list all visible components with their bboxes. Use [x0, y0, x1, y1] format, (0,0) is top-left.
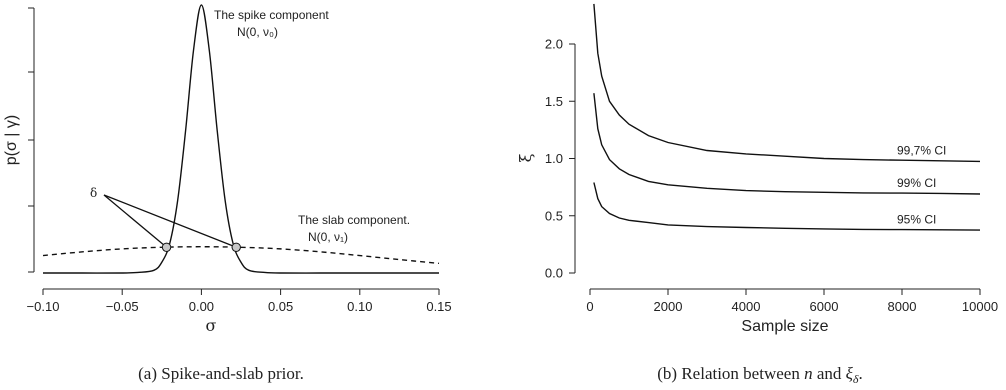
caption-xi-subscript: δ — [853, 372, 859, 386]
panel-a-x-tick-label-4: 0.10 — [347, 299, 372, 314]
delta-pointer-line-0 — [103, 194, 167, 248]
panel-a-spike-and-slab: −0.10 −0.05 0.00 0.05 0.10 0.15 The spike com… — [3, 4, 452, 383]
series-line-0 — [593, 3, 981, 163]
panel-b-x-tick-label-4: 8000 — [888, 299, 917, 314]
panel-b-x-tick-label-5: 10000 — [962, 299, 998, 314]
intersection-point-0 — [161, 242, 172, 252]
panel-b-caption: (b) Relation between n and ξδ. — [657, 364, 862, 386]
series-line-2 — [593, 182, 981, 231]
panel-a-x-tick-label-1: −0.05 — [106, 299, 139, 314]
panel-b-xlabel: Sample size — [741, 318, 828, 335]
panel-a-ylabel: p(σ | γ) — [3, 115, 20, 165]
spike-title: The spike component — [214, 8, 329, 22]
panel-a-x-tick-label-0: −0.10 — [27, 299, 60, 314]
panel-a-x-axis: −0.10 −0.05 0.00 0.05 0.10 0.15 — [27, 288, 452, 314]
panel-a-annotations: The spike component N(0, ν₀) The slab co… — [90, 8, 410, 252]
panel-b-xi-vs-n: 0.0 0.5 1.0 1.5 2.0 0 2000 4000 6000 8000 10000 9… — [516, 3, 998, 386]
panel-b-x-tick-label-1: 2000 — [654, 299, 683, 314]
panel-b-x-tick-label-2: 4000 — [732, 299, 761, 314]
series-label-2: 95% CI — [897, 213, 936, 227]
panel-b-x-tick-label-3: 6000 — [810, 299, 839, 314]
panel-b-x-axis: 0 2000 4000 6000 8000 10000 — [586, 288, 998, 314]
caption-prefix: (b) Relation between — [657, 364, 804, 383]
panel-b-y-tick-label-1: 0.5 — [545, 208, 563, 223]
panel-a-y-ticks — [28, 7, 34, 273]
panel-a-x-tick-label-5: 0.15 — [426, 299, 451, 314]
caption-middle: and — [813, 364, 846, 383]
panel-b-ylabel: ξ — [516, 153, 535, 162]
intersection-point-1 — [231, 242, 241, 252]
slab-curve — [42, 246, 440, 265]
slab-title: The slab component. — [298, 213, 410, 227]
panel-a-xlabel: σ — [206, 316, 217, 335]
panel-a-x-tick-label-3: 0.05 — [268, 299, 293, 314]
series-label-1: 99% CI — [897, 176, 936, 190]
panel-b-series: 99,7% CI 99% CI 95% CI — [593, 3, 981, 231]
panel-a-x-tick-label-2: 0.00 — [189, 299, 214, 314]
caption-n: n — [804, 364, 813, 383]
series-line-1 — [593, 93, 981, 195]
panel-b-y-tick-label-4: 2.0 — [545, 37, 563, 52]
panel-b-y-tick-label-2: 1.0 — [545, 151, 563, 166]
spike-curve — [43, 4, 439, 274]
panel-b-y-tick-label-0: 0.0 — [545, 266, 563, 281]
panel-a-series — [42, 4, 440, 274]
panel-b-y-ticks: 0.0 0.5 1.0 1.5 2.0 — [545, 37, 575, 281]
spike-formula: N(0, ν₀) — [237, 25, 278, 39]
panel-a-caption: (a) Spike-and-slab prior. — [138, 364, 304, 383]
delta-label: δ — [90, 186, 97, 200]
caption-xi: ξ — [846, 364, 854, 383]
slab-formula: N(0, ν₁) — [308, 230, 348, 244]
caption-suffix: . — [858, 364, 862, 383]
panel-b-x-tick-label-0: 0 — [586, 299, 593, 314]
series-label-0: 99,7% CI — [897, 143, 946, 157]
delta-pointer-line-1 — [103, 194, 237, 248]
panel-b-y-tick-label-3: 1.5 — [545, 94, 563, 109]
